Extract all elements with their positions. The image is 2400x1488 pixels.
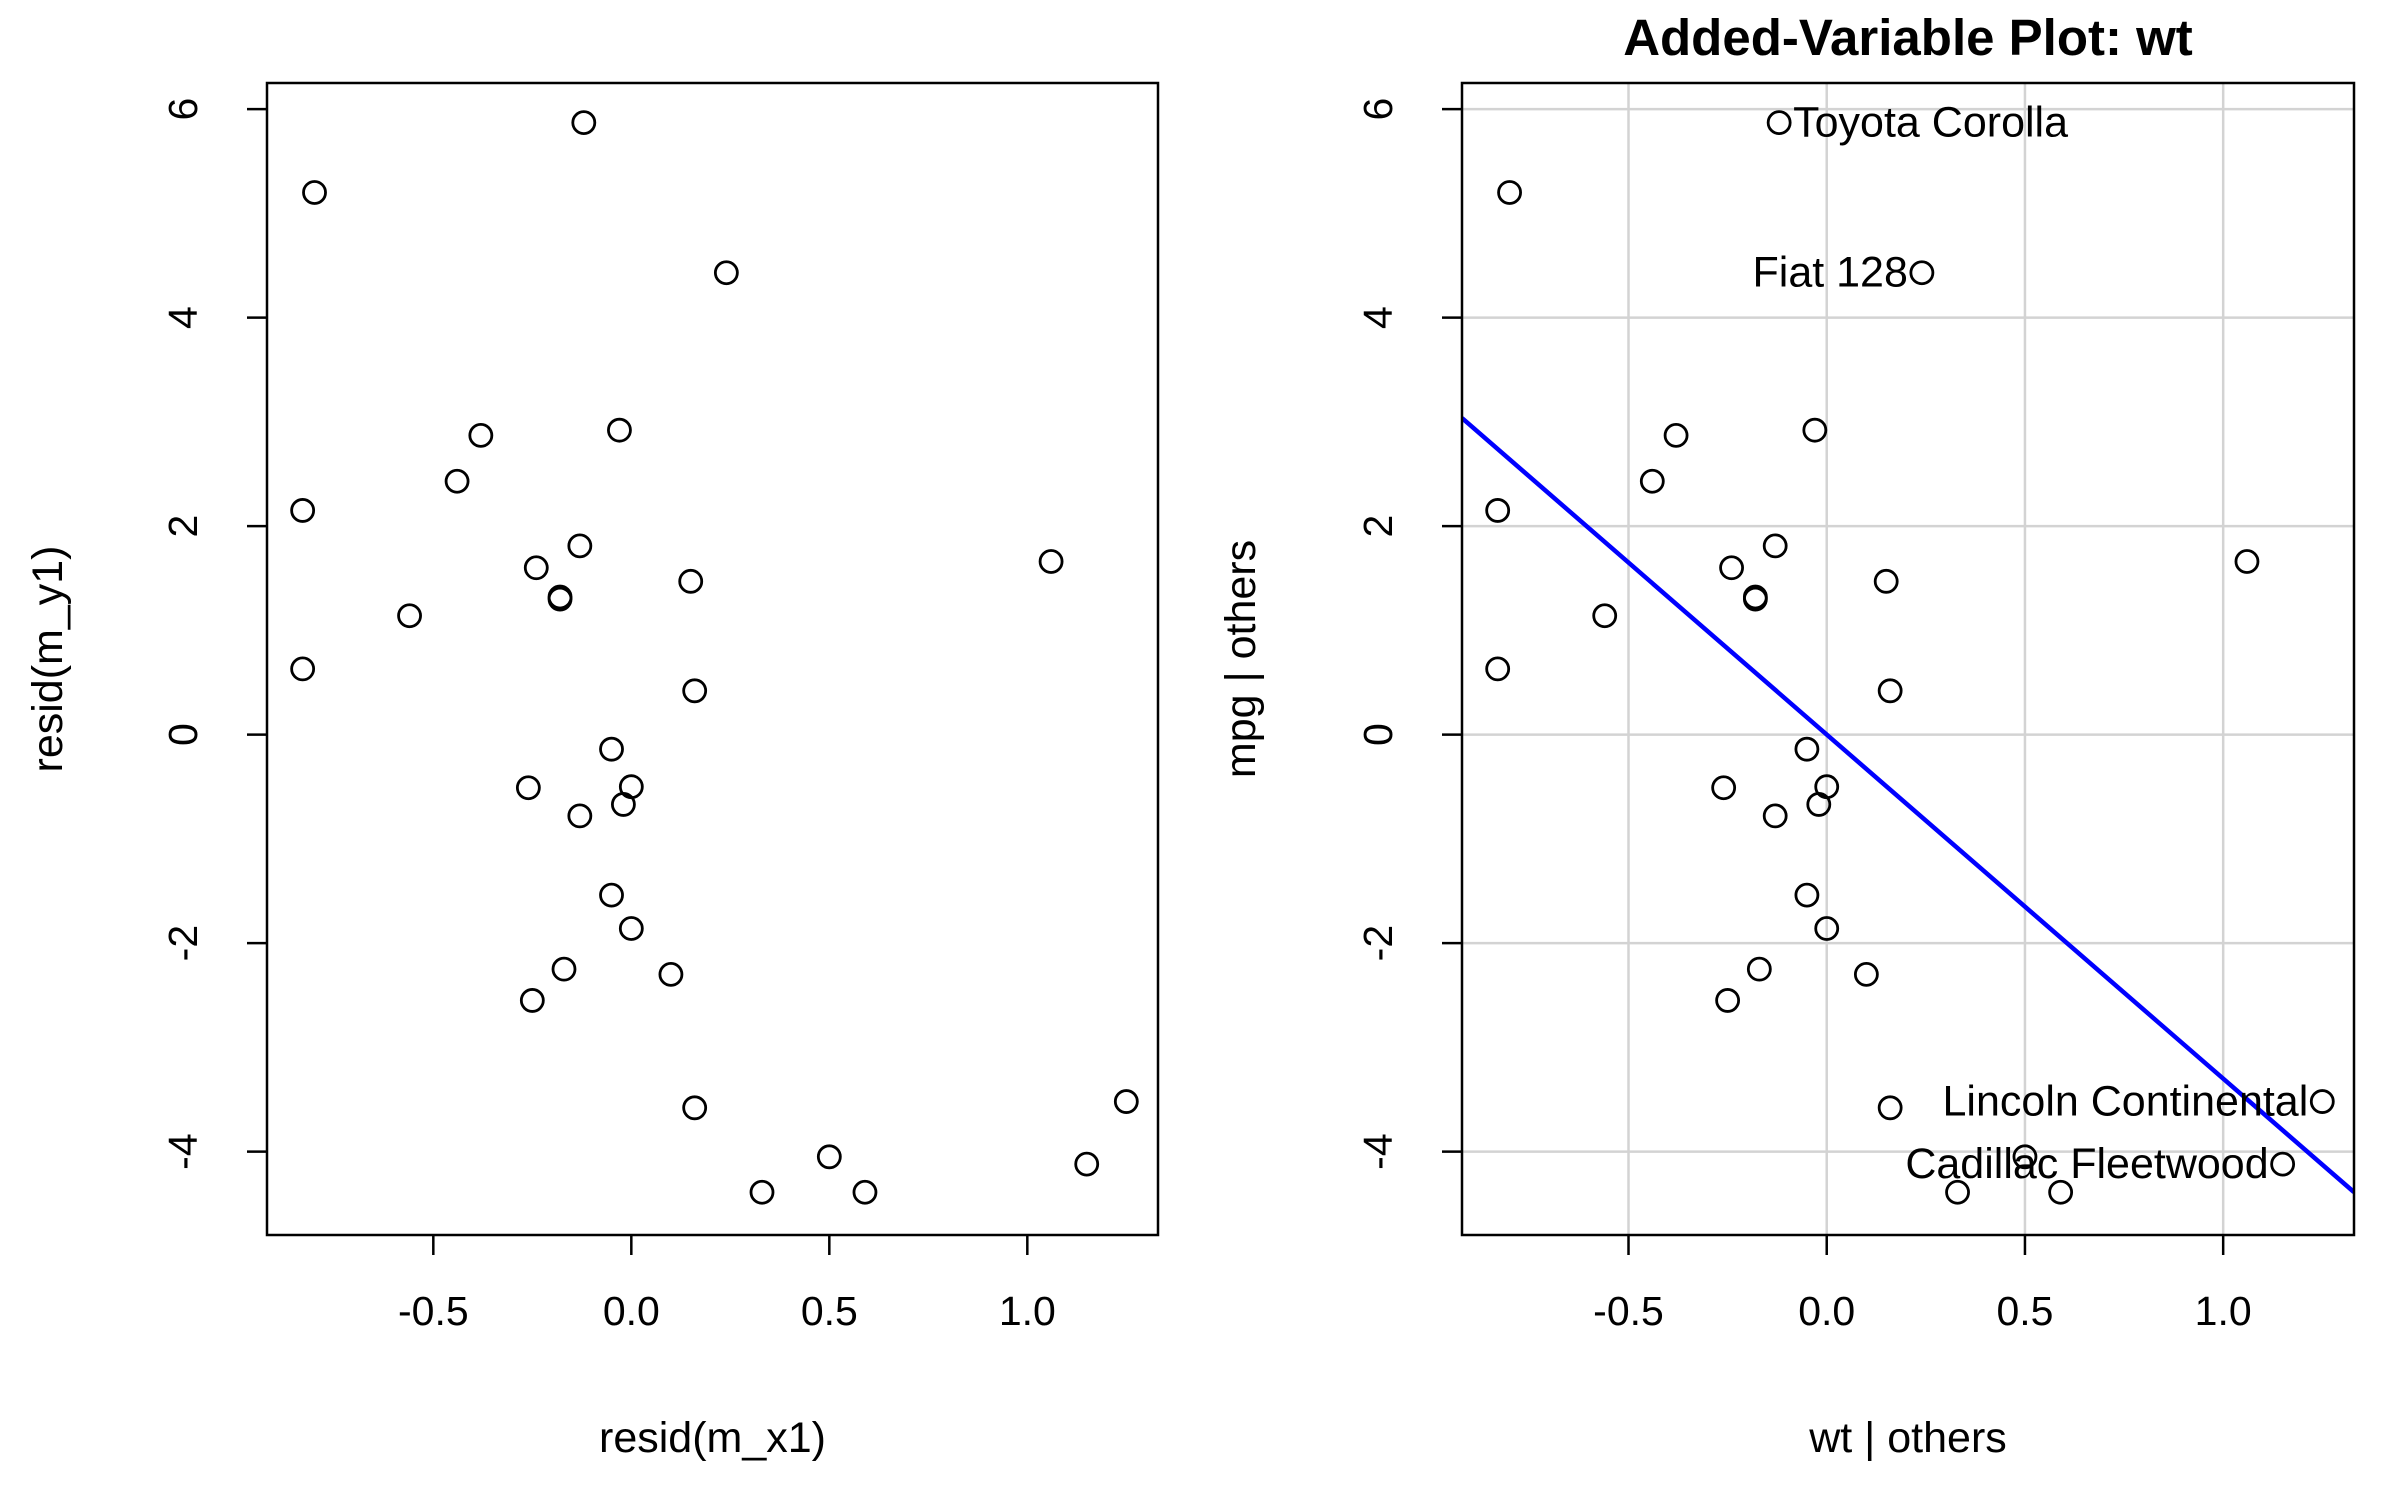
point-label: Lincoln Continental xyxy=(1943,1078,2309,1126)
data-point xyxy=(1814,916,1840,941)
data-point xyxy=(1715,988,1741,1013)
data-point xyxy=(468,422,494,448)
point-label: Toyota Corolla xyxy=(1793,99,2068,147)
plot-panel-1: -0.5 0.0 0.5 1.0 -4 -2 0 2 4 6 resid(m_x1) resid(m_… xyxy=(24,81,1160,1462)
data-point xyxy=(1711,775,1737,801)
data-point xyxy=(658,961,684,987)
plot-panel-2: -0.5 0.0 0.5 1.0 -4 -2 0 2 4 6 wt | others mpg | ot… xyxy=(1217,9,2356,1462)
data-point xyxy=(749,1179,775,1205)
data-point xyxy=(1719,555,1744,581)
data-point xyxy=(567,533,593,559)
y-tick-label: -2 xyxy=(160,925,206,961)
data-point xyxy=(547,586,573,612)
data-point xyxy=(1877,1095,1903,1121)
x-axis-label: wt | others xyxy=(1808,1414,2007,1462)
data-point xyxy=(2234,549,2260,574)
data-point xyxy=(523,555,549,581)
data-point xyxy=(1806,792,1832,817)
data-point xyxy=(571,110,597,136)
x-tick-label: -0.5 xyxy=(398,1288,469,1334)
data-point xyxy=(678,568,704,594)
data-point xyxy=(1766,110,1792,136)
data-point xyxy=(1485,498,1511,523)
data-point xyxy=(1762,803,1788,829)
data-point xyxy=(852,1179,878,1205)
data-point xyxy=(1742,586,1768,612)
y-tick-label: 0 xyxy=(160,723,206,746)
data-point xyxy=(1853,961,1879,987)
data-point xyxy=(1877,678,1903,704)
data-point xyxy=(1074,1151,1100,1177)
y-axis-label: resid(m_y1) xyxy=(24,546,72,773)
data-point xyxy=(290,498,316,523)
data-point xyxy=(1113,1089,1139,1114)
y-tick-label: 2 xyxy=(160,515,206,538)
data-point xyxy=(2012,1144,2038,1170)
data-point xyxy=(1746,956,1772,982)
y-tick-label: 4 xyxy=(160,306,206,329)
x-tick-label: 0.5 xyxy=(1996,1288,2053,1334)
data-point xyxy=(290,656,316,682)
plot-title: Added-Variable Plot: wt xyxy=(1623,9,2193,66)
point-label: Cadillac Fleetwood xyxy=(1905,1140,2268,1188)
plot-frame xyxy=(1460,81,2356,1237)
data-point xyxy=(519,988,545,1013)
data-point xyxy=(444,468,470,494)
y-tick-label: 0 xyxy=(1355,723,1401,746)
data-point xyxy=(1592,603,1618,629)
data-point xyxy=(682,1095,708,1121)
data-point xyxy=(611,792,636,817)
y-tick-label: 2 xyxy=(1355,515,1401,538)
data-point xyxy=(599,736,624,762)
regression-line xyxy=(1462,416,2354,1194)
data-point xyxy=(816,1144,842,1170)
y-tick-label: -4 xyxy=(1355,1133,1401,1169)
data-point xyxy=(599,882,624,908)
data-point xyxy=(1485,656,1511,682)
x-axis-label: resid(m_x1) xyxy=(599,1414,826,1462)
y-tick-label: 6 xyxy=(1355,98,1401,121)
data-point xyxy=(2048,1179,2074,1205)
data-point xyxy=(607,417,632,443)
y-tick-label: -4 xyxy=(160,1133,206,1169)
x-tick-label: 0.0 xyxy=(1798,1288,1855,1334)
y-tick-label: -2 xyxy=(1355,925,1401,961)
data-point xyxy=(397,603,422,629)
data-point xyxy=(515,775,541,801)
data-point xyxy=(1794,736,1820,762)
data-point xyxy=(1802,417,1828,443)
data-point xyxy=(1873,568,1899,594)
x-tick-label: 0.0 xyxy=(603,1288,660,1334)
plot-frame xyxy=(265,81,1160,1237)
data-point xyxy=(2309,1089,2335,1114)
point-label: Fiat 128 xyxy=(1753,249,1908,297)
data-point xyxy=(1945,1179,1970,1205)
data-point xyxy=(551,956,577,982)
data-point xyxy=(1909,260,1935,286)
data-point xyxy=(713,260,739,286)
data-point xyxy=(618,916,644,941)
data-point xyxy=(1038,549,1064,574)
data-point xyxy=(1663,422,1689,448)
data-point xyxy=(2270,1151,2296,1177)
data-point xyxy=(1639,468,1665,494)
x-tick-label: 1.0 xyxy=(2195,1288,2252,1334)
x-tick-label: 0.5 xyxy=(801,1288,858,1334)
x-tick-label: 1.0 xyxy=(999,1288,1056,1334)
data-point xyxy=(682,678,708,704)
y-tick-label: 4 xyxy=(1355,306,1401,329)
data-point xyxy=(1497,180,1522,205)
x-tick-label: -0.5 xyxy=(1593,1288,1664,1334)
data-point xyxy=(1794,882,1820,908)
y-tick-label: 6 xyxy=(160,98,206,121)
data-point xyxy=(1762,533,1788,559)
data-point xyxy=(567,803,593,829)
data-point xyxy=(302,180,327,205)
y-axis-label: mpg | others xyxy=(1217,540,1265,778)
